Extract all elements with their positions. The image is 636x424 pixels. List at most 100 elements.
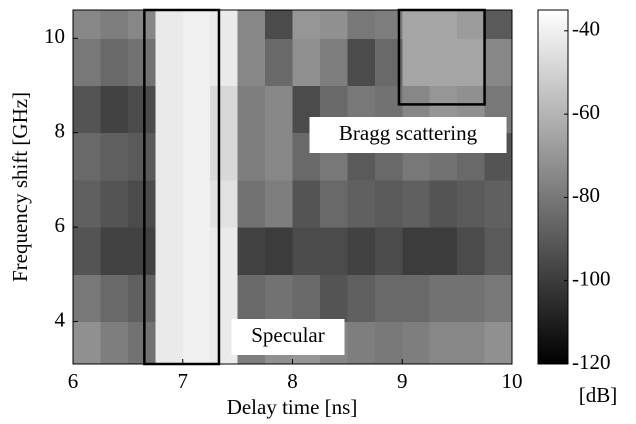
heatmap-cell <box>155 38 184 87</box>
heatmap-cell <box>429 38 458 87</box>
heatmap-cell <box>484 179 513 228</box>
heatmap-cell <box>73 274 101 323</box>
heatmap-cell <box>484 38 513 87</box>
heatmap-cell <box>429 179 458 228</box>
region-label: Specular <box>251 323 324 347</box>
heatmap-cell <box>127 10 156 39</box>
heatmap-cell <box>319 274 348 323</box>
heatmap-cell <box>155 227 184 275</box>
heatmap-cell <box>484 274 513 323</box>
heatmap-cell <box>100 132 129 181</box>
colorbar-tick-label: -100 <box>572 267 611 291</box>
heatmap-cell <box>155 321 184 365</box>
heatmap-cell <box>100 85 129 134</box>
heatmap-cell <box>182 227 211 275</box>
heatmap-cell <box>100 274 129 323</box>
heatmap-cell <box>237 227 266 275</box>
heatmap-cell <box>73 227 101 275</box>
heatmap-cell <box>292 274 321 323</box>
heatmap-cell <box>429 321 458 365</box>
heatmap-cell <box>347 321 376 365</box>
heatmap-cell <box>319 227 348 275</box>
heatmap-cell <box>73 179 101 228</box>
heatmap-cell <box>182 321 211 365</box>
heatmap-cell <box>182 274 211 323</box>
heatmap-cell <box>347 10 376 39</box>
heatmap-cell <box>210 274 239 323</box>
y-axis-label: Frequency shift [GHz] <box>8 92 32 282</box>
heatmap-cell <box>347 227 376 275</box>
colorbar-tick-label: -120 <box>572 350 611 374</box>
heatmap-cell <box>319 10 348 39</box>
heatmap-cell <box>182 179 211 228</box>
heatmap-cell <box>100 38 129 87</box>
colorbar-tick-label: -80 <box>572 183 600 207</box>
heatmap-cell <box>457 179 486 228</box>
heatmap-cell <box>182 38 211 87</box>
heatmap-cell <box>155 85 184 134</box>
heatmap-cell <box>155 10 184 39</box>
heatmap-cell <box>210 132 239 181</box>
heatmap-cell <box>182 85 211 134</box>
heatmap-cell <box>155 132 184 181</box>
heatmap-cell <box>73 85 101 134</box>
heatmap-cell <box>127 132 156 181</box>
heatmap-cell <box>484 227 513 275</box>
heatmap-cell <box>484 321 513 365</box>
heatmap-cell <box>127 274 156 323</box>
heatmap-cell <box>100 227 129 275</box>
heatmap-cell <box>127 38 156 87</box>
heatmap-cell <box>292 179 321 228</box>
heatmap-cell <box>155 179 184 228</box>
heatmap-cell <box>210 85 239 134</box>
heatmap-cell <box>237 179 266 228</box>
colorbar <box>537 9 569 365</box>
heatmap-cell <box>347 274 376 323</box>
heatmap-cell <box>237 10 266 39</box>
heatmap-cell <box>265 85 293 134</box>
heatmap-cell <box>402 227 431 275</box>
heatmap-cell <box>265 227 293 275</box>
heatmap-cell <box>374 227 403 275</box>
heatmap-cell <box>155 274 184 323</box>
heatmap-cell <box>182 10 211 39</box>
heatmap-cell <box>402 179 431 228</box>
heatmap-cell <box>457 10 486 39</box>
colorbar-label: [dB] <box>579 383 618 407</box>
heatmap-cell <box>374 179 403 228</box>
x-tick-label: 6 <box>68 369 79 393</box>
heatmap-cell <box>210 179 239 228</box>
heatmap-cell <box>265 132 293 181</box>
heatmap-cell <box>73 10 101 39</box>
y-tick-label: 4 <box>55 307 66 331</box>
heatmap-cell <box>292 10 321 39</box>
heatmap-cell <box>402 38 431 87</box>
x-tick-label: 7 <box>178 369 189 393</box>
heatmap-cell <box>402 274 431 323</box>
y-tick-label: 10 <box>44 24 65 48</box>
heatmap-cell <box>73 132 101 181</box>
heatmap-cell <box>265 38 293 87</box>
heatmap-cell <box>457 321 486 365</box>
heatmap-cell <box>73 38 101 87</box>
heatmap-cell <box>319 179 348 228</box>
heatmap-cell <box>127 321 156 365</box>
heatmap-cell <box>127 179 156 228</box>
heatmap-cell <box>429 227 458 275</box>
heatmap-cell <box>100 321 129 365</box>
heatmap-cell <box>210 38 239 87</box>
x-tick-label: 8 <box>287 369 298 393</box>
x-axis-label: Delay time [ns] <box>227 395 358 419</box>
heatmap-cell <box>73 321 101 365</box>
heatmap-cell <box>402 10 431 39</box>
region-label-bg <box>231 319 345 355</box>
region-label: Bragg scattering <box>339 121 478 145</box>
region-label-bg <box>309 117 507 153</box>
heatmap-cell <box>319 38 348 87</box>
heatmap-cell <box>484 10 513 39</box>
heatmap-cell <box>429 274 458 323</box>
heatmap-cell <box>100 179 129 228</box>
heatmap-cell <box>265 274 293 323</box>
heatmap-cell <box>457 227 486 275</box>
y-tick-label: 6 <box>55 213 66 237</box>
